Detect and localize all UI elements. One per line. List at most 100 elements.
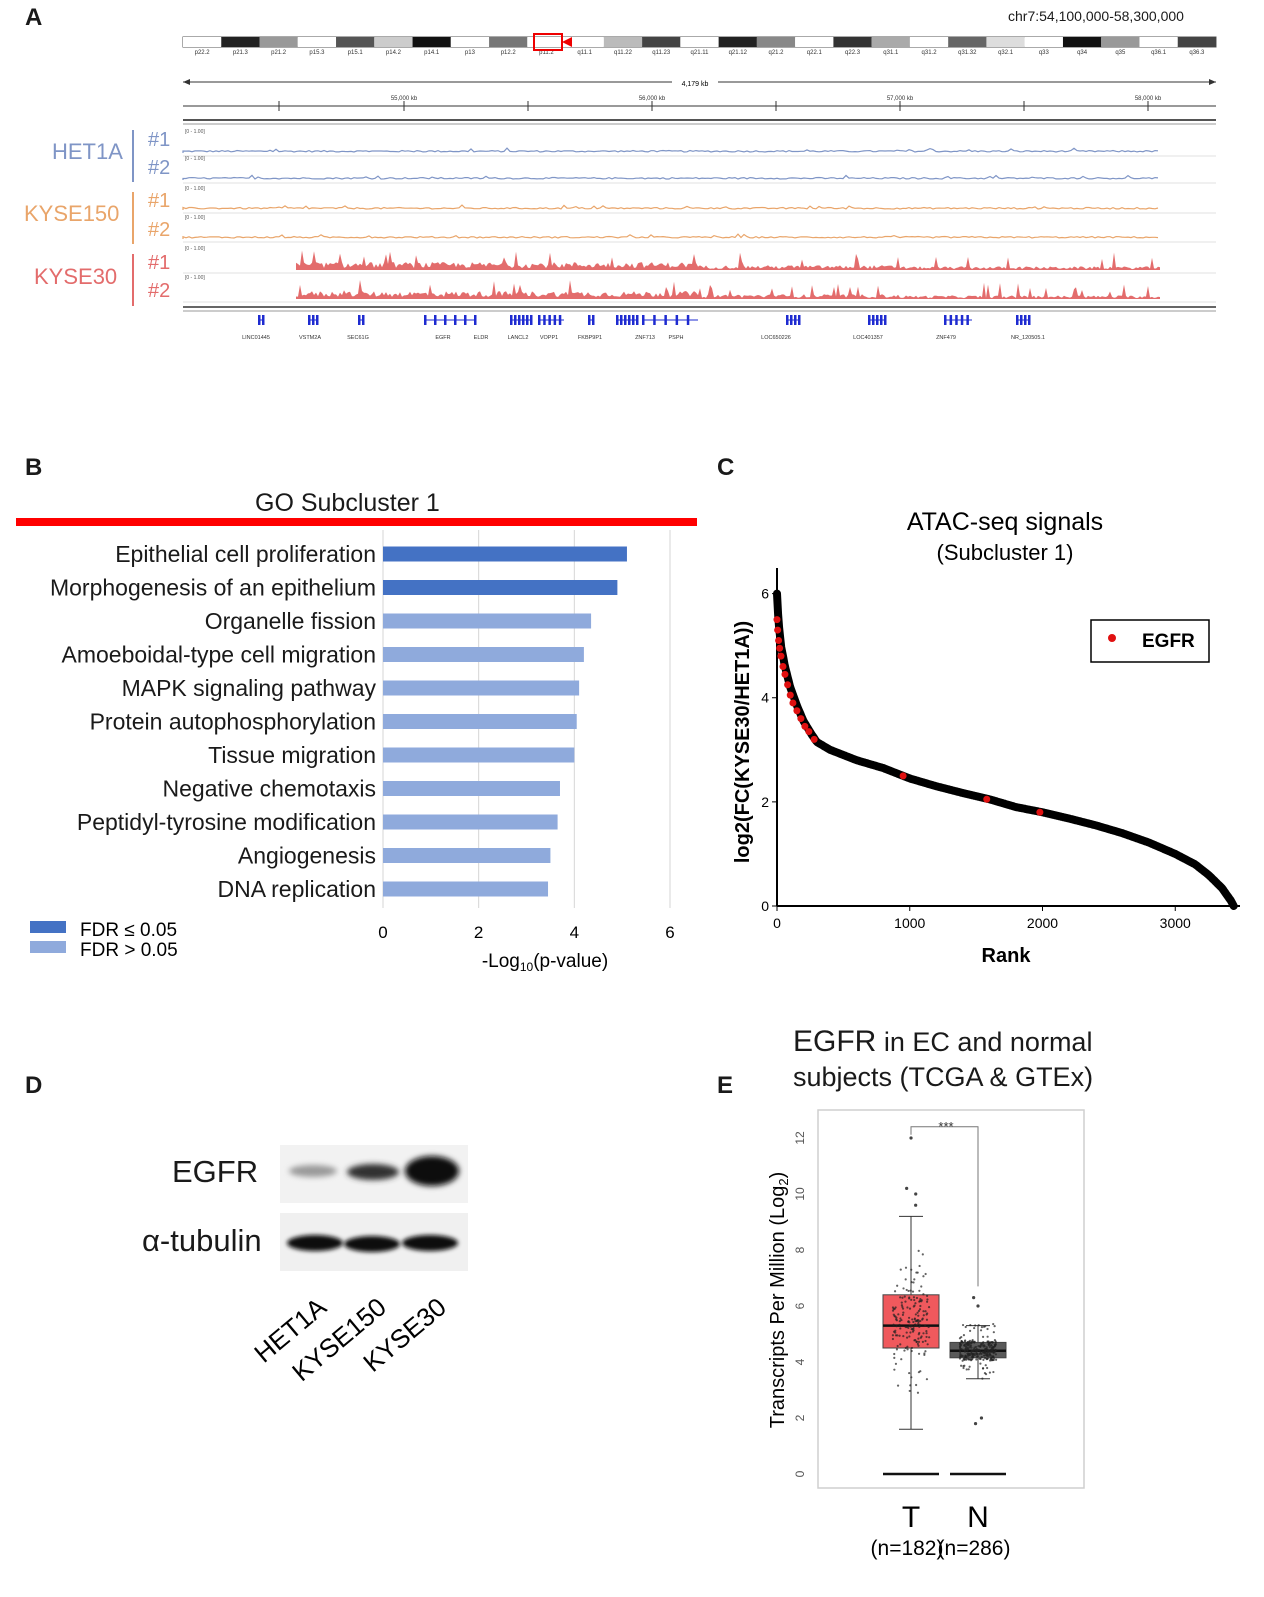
ideogram-band — [603, 37, 643, 47]
ruler-tick-label: 58,000 kb — [1135, 96, 1162, 102]
ideogram-band — [1177, 37, 1216, 47]
sample-point — [918, 1325, 921, 1328]
sample-point — [917, 1337, 920, 1340]
sample-point — [920, 1285, 923, 1288]
sample-point — [910, 1268, 913, 1271]
bar-9 — [383, 814, 558, 830]
sample-point — [959, 1354, 962, 1357]
gene-exon — [1024, 315, 1027, 325]
band-label: q11.23 — [652, 50, 671, 56]
sample-point — [912, 1296, 916, 1299]
sample-point — [926, 1312, 929, 1315]
category-label: Protein autophosphorylation — [90, 709, 376, 735]
sample-point — [968, 1352, 972, 1356]
sample-point — [899, 1327, 902, 1330]
bar-5 — [383, 680, 580, 696]
gene-label: PSPH — [669, 335, 684, 341]
gene-label: LOC650226 — [761, 335, 791, 341]
gene-exon — [664, 315, 667, 325]
ideogram-band — [1139, 37, 1178, 47]
sample-point — [896, 1384, 900, 1387]
panel-e-title-line2: subjects (TCGA & GTEx) — [793, 1062, 1094, 1092]
sample-point — [925, 1378, 929, 1381]
sample-point — [959, 1342, 962, 1345]
bar-2 — [383, 580, 618, 595]
sample-point — [908, 1321, 911, 1324]
ideogram-band — [795, 37, 834, 47]
band-label: q21.12 — [729, 50, 748, 56]
gene-exon — [944, 315, 947, 325]
egfr-peak-point — [777, 652, 785, 660]
sample-point — [895, 1348, 899, 1351]
peak-point — [1230, 902, 1238, 910]
sample-point — [920, 1335, 923, 1338]
y-tick-label: 0 — [761, 898, 769, 914]
gene-exon — [868, 315, 871, 325]
gene-exon — [526, 315, 529, 325]
sample-point — [985, 1348, 988, 1351]
egfr-peak-point — [781, 670, 789, 678]
sample-point — [900, 1318, 903, 1322]
sample-point — [916, 1391, 920, 1394]
gene-exon — [653, 315, 656, 325]
egfr-peak-point — [786, 691, 794, 699]
band-label: p15.3 — [309, 50, 325, 56]
sample-point — [992, 1350, 995, 1353]
sample-point — [924, 1310, 927, 1313]
rep-label: #2 — [148, 157, 171, 179]
sample-point — [922, 1293, 925, 1296]
bar-6 — [383, 714, 577, 729]
outlier-point — [976, 1304, 980, 1308]
sample-point — [915, 1324, 919, 1328]
sample-point — [925, 1318, 929, 1321]
legend-label-sig: FDR ≤ 0.05 — [80, 920, 177, 941]
peak-point — [1218, 884, 1226, 892]
gene-exon — [786, 315, 789, 325]
ideogram-band — [336, 37, 375, 47]
gene-exon — [258, 315, 261, 325]
legend-swatch-nonsig — [30, 941, 66, 953]
sample-point — [913, 1298, 916, 1302]
sample-point — [958, 1347, 962, 1350]
gene-exon — [434, 315, 437, 325]
gene-exon — [966, 315, 969, 325]
outlier-point — [973, 1422, 978, 1426]
sample-point — [994, 1353, 997, 1356]
ideogram-band — [183, 37, 222, 47]
gene-label: LANCL2 — [508, 335, 529, 341]
sample-point — [978, 1357, 981, 1360]
gene-annotation-track: LINC01445 VSTM2A SEC61G EGFR ELDR LANCL2 VOPP1… — [242, 315, 1045, 341]
sample-point — [964, 1325, 967, 1329]
panel-e-title: EGFR in EC and normal — [793, 1025, 1092, 1059]
sample-point — [909, 1325, 912, 1328]
sample-point — [966, 1346, 969, 1349]
sample-point — [992, 1358, 995, 1362]
outlier-point — [905, 1186, 909, 1190]
sample-point — [911, 1318, 914, 1321]
rep-label: #2 — [148, 219, 171, 241]
x-tick-label: 0 — [773, 915, 781, 931]
sample-point — [893, 1352, 896, 1356]
sample-point — [980, 1342, 983, 1346]
sample-point — [906, 1348, 909, 1351]
sample-point — [896, 1334, 899, 1337]
category-label: Morphogenesis of an epithelium — [50, 575, 376, 601]
signal-trace — [182, 174, 1159, 180]
sample-point — [901, 1313, 905, 1316]
sample-point — [926, 1300, 929, 1303]
sample-point — [966, 1348, 969, 1351]
genomic-region: chr7:54,100,000-58,300,000 — [1008, 8, 1184, 24]
sample-point — [983, 1372, 987, 1375]
legend-label: EGFR — [1142, 631, 1195, 652]
sample-label-kyse150: KYSE150 — [24, 201, 120, 226]
sample-point — [984, 1357, 987, 1360]
band-label: p11.2 — [539, 50, 554, 56]
band-label: q21.11 — [691, 50, 710, 56]
sample-point — [979, 1362, 982, 1365]
sample-point — [965, 1358, 968, 1361]
sample-point — [921, 1340, 924, 1343]
gene-exon — [955, 315, 958, 325]
sample-point — [958, 1357, 962, 1360]
sample-point — [925, 1329, 928, 1333]
sample-point — [893, 1368, 896, 1371]
